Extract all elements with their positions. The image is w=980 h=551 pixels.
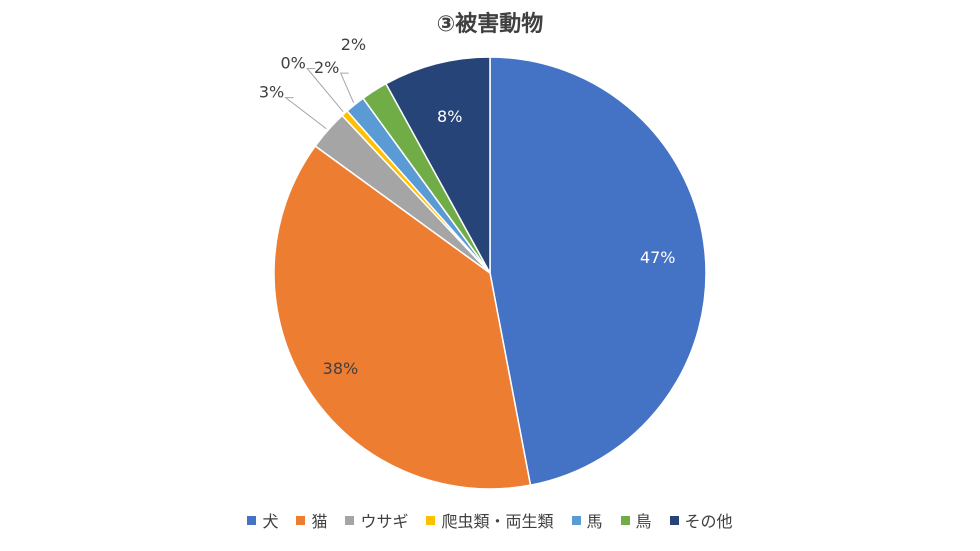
legend-item-reptile-amphibian: 爬虫類・両生類 bbox=[426, 508, 554, 532]
legend-item-rabbit: ウサギ bbox=[345, 508, 408, 532]
pie-slice-dog bbox=[489, 56, 707, 487]
chart-title: ③被害動物 bbox=[436, 12, 544, 37]
legend-swatch-dog bbox=[247, 515, 257, 525]
legend-swatch-reptile-amphibian bbox=[426, 515, 436, 525]
legend-label-dog: 犬 bbox=[262, 512, 279, 531]
legend: 犬 猫 ウサギ 爬虫類・両生類 馬 鳥 その他 bbox=[0, 508, 980, 532]
legend-item-horse: 馬 bbox=[571, 508, 603, 532]
legend-label-rabbit: ウサギ bbox=[360, 512, 409, 531]
data-label-other: 8% bbox=[437, 107, 462, 126]
data-label-dog: 47% bbox=[640, 248, 676, 267]
legend-label-other: その他 bbox=[684, 512, 733, 531]
legend-swatch-cat bbox=[296, 515, 306, 525]
legend-item-cat: 猫 bbox=[296, 508, 327, 532]
data-label-rabbit: 3% bbox=[259, 83, 284, 102]
data-label-reptile-amphibian: 0% bbox=[280, 53, 305, 72]
data-label-bird: 2% bbox=[341, 35, 366, 54]
legend-item-other: その他 bbox=[669, 508, 733, 532]
leader-line-reptile-amphibian bbox=[306, 67, 344, 112]
data-label-horse: 2% bbox=[314, 58, 339, 77]
legend-swatch-horse bbox=[571, 515, 581, 525]
legend-swatch-rabbit bbox=[345, 515, 355, 525]
leader-line-horse bbox=[339, 72, 355, 103]
legend-label-bird: 鳥 bbox=[635, 512, 652, 531]
legend-label-horse: 馬 bbox=[586, 512, 603, 531]
legend-swatch-bird bbox=[620, 515, 630, 525]
leader-line-rabbit bbox=[284, 97, 327, 130]
pie-slice-cat bbox=[273, 144, 532, 490]
legend-item-bird: 鳥 bbox=[620, 508, 652, 532]
legend-item-dog: 犬 bbox=[247, 508, 278, 532]
legend-label-reptile-amphibian: 爬虫類・両生類 bbox=[441, 512, 554, 531]
data-label-cat: 38% bbox=[323, 359, 359, 378]
legend-swatch-other bbox=[669, 515, 679, 525]
pie-slice-other bbox=[384, 56, 491, 274]
legend-label-cat: 猫 bbox=[311, 512, 328, 531]
